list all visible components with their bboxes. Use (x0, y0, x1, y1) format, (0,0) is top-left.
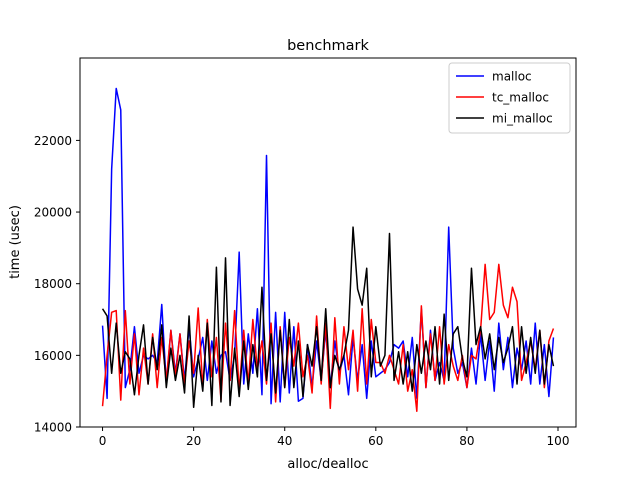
x-tick-label: 40 (277, 434, 292, 448)
legend-box (448, 62, 571, 134)
y-tick-label: 22000 (34, 134, 72, 148)
series-line-tc-malloc (101, 263, 555, 412)
x-tick-label: 80 (459, 434, 474, 448)
x-axis-label: alloc/dealloc (287, 457, 368, 472)
x-axis-ticks: 0 20 40 60 80 100 (99, 427, 570, 448)
series-line-mi-malloc (101, 226, 555, 409)
legend-label-mi-malloc: mi_malloc (492, 112, 553, 126)
y-axis-label: time (usec) (8, 205, 23, 279)
y-tick-label: 14000 (34, 421, 72, 435)
legend: malloc tc_malloc mi_malloc (448, 62, 571, 134)
plot-frame (79, 57, 577, 428)
y-axis-ticks: 14000 16000 18000 20000 22000 (34, 134, 80, 435)
x-tick-label: 20 (186, 434, 201, 448)
series-layer (101, 87, 555, 412)
x-tick-label: 100 (547, 434, 570, 448)
legend-label-tc-malloc: tc_malloc (492, 91, 549, 105)
chart-title: benchmark (287, 38, 369, 54)
legend-label-malloc: malloc (492, 70, 532, 84)
y-tick-label: 16000 (34, 349, 72, 363)
x-tick-label: 0 (99, 434, 107, 448)
y-tick-label: 18000 (34, 277, 72, 291)
y-tick-label: 20000 (34, 206, 72, 220)
x-tick-label: 60 (368, 434, 383, 448)
plot-area: 0 20 40 60 80 100 14000 16000 18000 20000 22000 (34, 57, 577, 448)
legend-items: malloc tc_malloc mi_malloc (456, 70, 553, 126)
